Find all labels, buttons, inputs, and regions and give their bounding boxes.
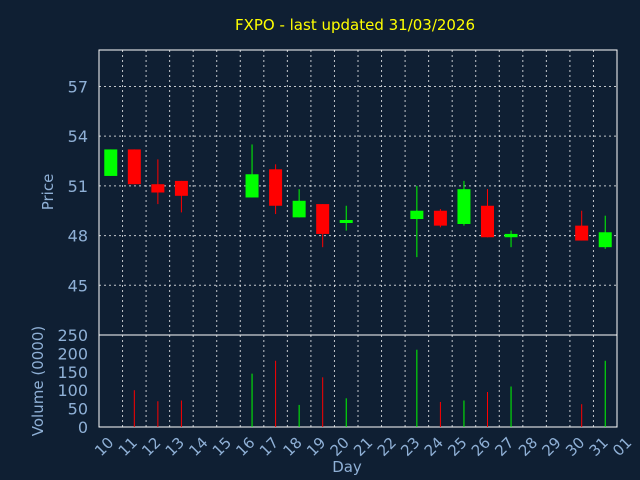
candle-up [598, 215, 612, 249]
candles [104, 144, 612, 258]
candle-body [504, 233, 518, 238]
volume-tick-label: 50 [68, 400, 88, 419]
x-tick-label: 30 [562, 434, 588, 460]
x-tick-label: 17 [256, 434, 282, 460]
candle-up [104, 149, 118, 176]
candle-body [269, 169, 283, 206]
x-tick-label: 25 [444, 434, 470, 460]
volume-tick-label: 150 [57, 363, 88, 382]
volume-tick-label: 200 [57, 344, 88, 363]
candle-body [457, 189, 471, 224]
candle-body [174, 180, 188, 196]
candle-body [245, 174, 259, 198]
x-tick-label: 29 [539, 434, 565, 460]
price-tick-labels: 45 48 51 54 57 [68, 77, 88, 295]
x-axis-label: Day [332, 458, 362, 476]
candle-body [481, 205, 494, 238]
x-tick-label: 22 [374, 434, 400, 460]
candle-up [339, 205, 353, 231]
volume-tick-label: 0 [78, 418, 88, 437]
candle-body [410, 210, 424, 220]
price-tick-label: 54 [68, 127, 88, 146]
x-tick-label: 16 [232, 434, 258, 460]
volume-panel-frame [98, 334, 618, 428]
price-tick-label: 48 [68, 227, 88, 246]
volume-bars [133, 349, 606, 427]
x-tick-label: 28 [515, 434, 541, 460]
candle-body [104, 149, 118, 176]
x-tick-label: 19 [303, 434, 329, 460]
candle-down [269, 164, 283, 215]
candle-down [481, 189, 494, 238]
volume-tick-label: 100 [57, 381, 88, 400]
x-tick-label: 11 [115, 434, 141, 460]
x-tick-label: 20 [327, 434, 353, 460]
candle-down [151, 159, 165, 205]
x-tick-label: 15 [209, 434, 235, 460]
x-tick-label: 13 [162, 434, 188, 460]
candle-down [575, 210, 589, 241]
x-tick-label: 31 [586, 434, 612, 460]
candle-body [127, 149, 141, 185]
x-tick-label: 27 [491, 434, 517, 460]
candle-body [598, 232, 612, 248]
candle-down [433, 209, 447, 228]
candle-down [316, 204, 330, 248]
x-tick-labels: 1011121314151617181920212223242526272829… [91, 434, 635, 460]
candle-down [127, 149, 141, 185]
candle-up [410, 185, 424, 258]
candle-body [316, 204, 330, 234]
x-tick-label: 26 [468, 434, 494, 460]
x-tick-label: 23 [397, 434, 423, 460]
x-tick-label: 10 [91, 434, 117, 460]
x-tick-label: 01 [609, 434, 635, 460]
candle-body [292, 200, 306, 218]
candle-body [151, 184, 165, 193]
x-tick-label: 18 [280, 434, 306, 460]
x-tick-label: 12 [138, 434, 164, 460]
x-tick-label: 14 [185, 434, 211, 460]
candle-up [245, 144, 259, 198]
candle-up [504, 230, 518, 248]
volume-gridlines [98, 335, 618, 427]
chart-title: FXPO - last updated 31/03/2026 [235, 16, 475, 34]
price-tick-label: 57 [68, 77, 88, 96]
candle-body [433, 210, 447, 226]
candle-down [174, 180, 188, 213]
candle-body [339, 219, 353, 223]
x-tick-label: 24 [421, 434, 447, 460]
price-axis-label: Price [39, 174, 57, 211]
price-tick-label: 51 [68, 177, 88, 196]
candle-up [292, 189, 306, 218]
candle-up [457, 180, 471, 226]
volume-axis-label: Volume (0000) [29, 326, 47, 436]
x-tick-label: 21 [350, 434, 376, 460]
volume-tick-label: 250 [57, 326, 88, 345]
candle-body [575, 225, 589, 241]
price-tick-label: 45 [68, 276, 88, 295]
